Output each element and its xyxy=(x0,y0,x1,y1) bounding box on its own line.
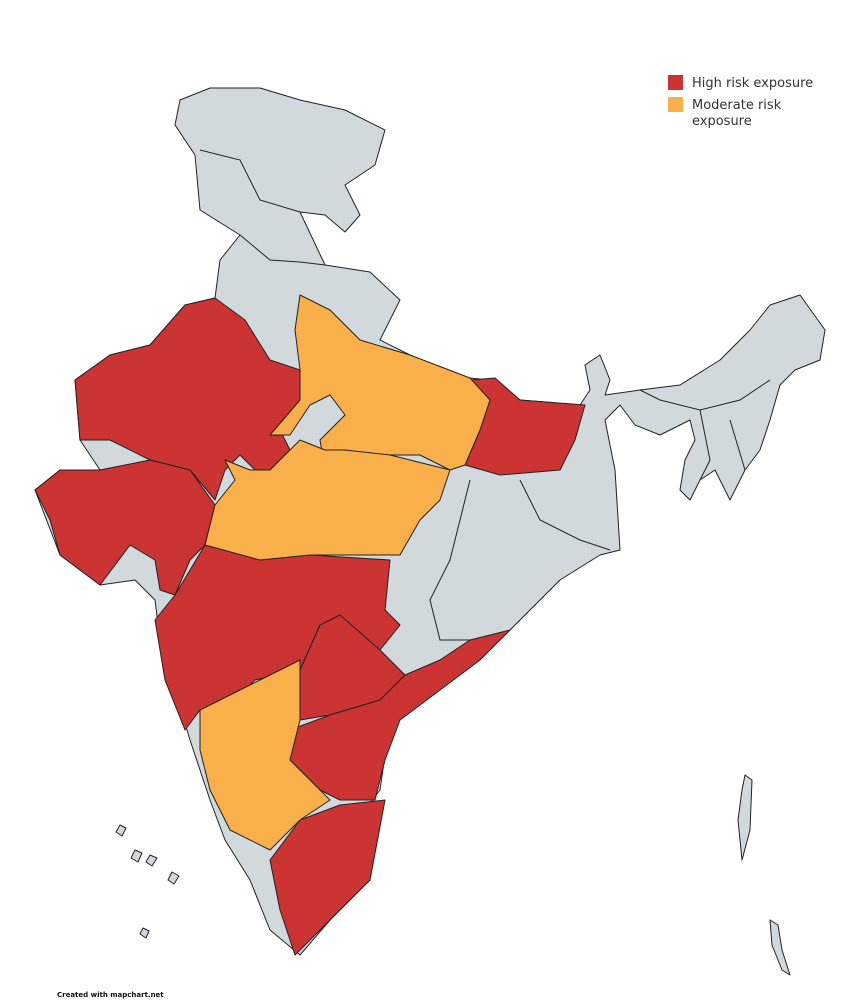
island xyxy=(737,774,753,861)
gujarat xyxy=(34,459,216,596)
island xyxy=(139,927,150,939)
islands xyxy=(115,774,791,976)
legend-swatch xyxy=(668,97,683,112)
island xyxy=(130,849,143,863)
legend-label: High risk exposure xyxy=(692,76,813,91)
tamil-nadu xyxy=(269,799,386,956)
andhra-pradesh xyxy=(289,629,511,801)
internal-borders xyxy=(199,149,771,641)
karnataka xyxy=(199,659,331,851)
island xyxy=(769,919,791,976)
credit: Created with mapchart.net xyxy=(57,991,164,999)
legend-swatch xyxy=(668,75,683,90)
legend-label: Moderate risk exposure xyxy=(692,98,782,129)
island xyxy=(115,824,127,837)
island xyxy=(167,871,180,885)
rajasthan xyxy=(74,297,311,501)
legend: High risk exposure Moderate risk exposure xyxy=(668,75,813,129)
risk-regions xyxy=(34,294,586,956)
island xyxy=(145,854,158,867)
madhya-pradesh xyxy=(204,439,451,561)
